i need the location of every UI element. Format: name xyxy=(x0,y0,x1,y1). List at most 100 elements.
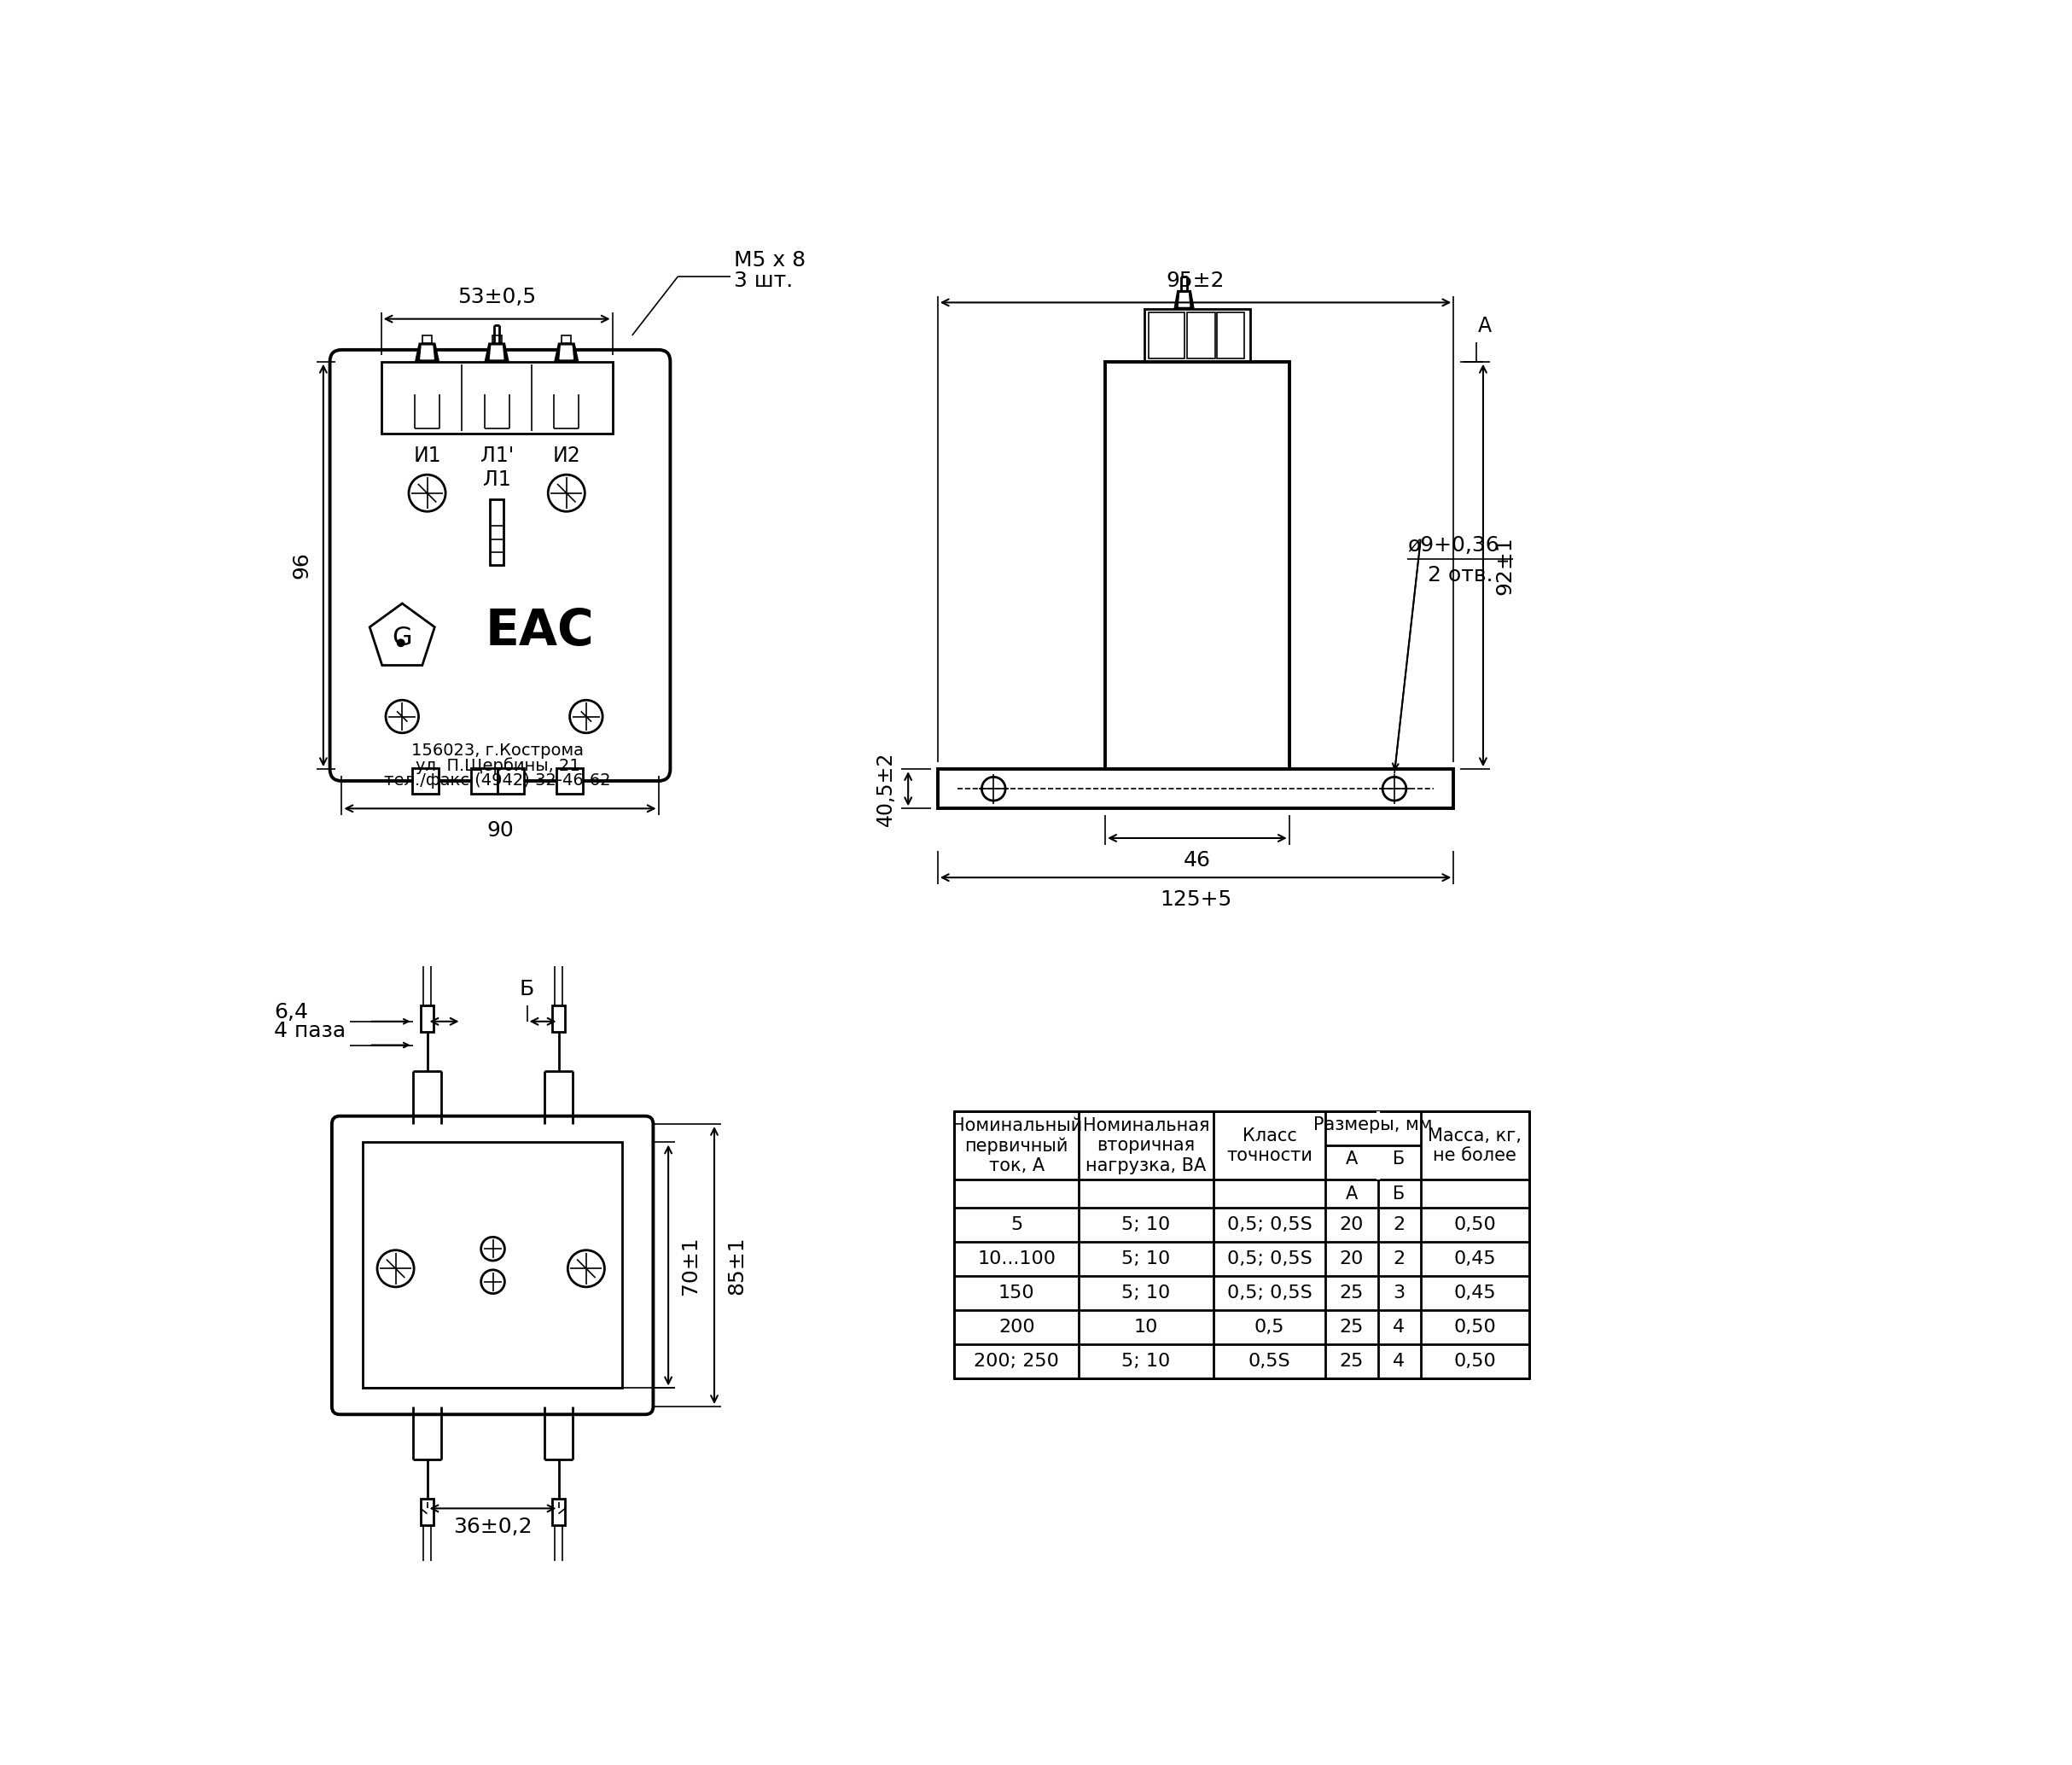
Text: 4: 4 xyxy=(1392,1318,1405,1336)
Text: 5; 10: 5; 10 xyxy=(1121,1216,1171,1234)
Text: 2 отв.: 2 отв. xyxy=(1428,565,1492,586)
Text: 53±0,5: 53±0,5 xyxy=(458,286,537,307)
Circle shape xyxy=(1382,777,1407,801)
Bar xyxy=(1216,312,1245,358)
Circle shape xyxy=(377,1250,414,1287)
Text: G: G xyxy=(392,625,412,650)
Text: 0,5; 0,5S: 0,5; 0,5S xyxy=(1227,1250,1312,1267)
Text: 125+5: 125+5 xyxy=(1160,890,1231,909)
Circle shape xyxy=(568,1250,605,1287)
Text: 0,5; 0,5S: 0,5; 0,5S xyxy=(1227,1285,1312,1301)
Bar xyxy=(381,362,613,434)
Text: 20: 20 xyxy=(1341,1216,1363,1234)
Bar xyxy=(1148,312,1185,358)
Text: 4 паза: 4 паза xyxy=(274,1020,346,1041)
Text: 25: 25 xyxy=(1341,1285,1363,1301)
Text: 85±1: 85±1 xyxy=(725,1236,746,1294)
Text: 4: 4 xyxy=(1392,1352,1405,1370)
Text: 0,45: 0,45 xyxy=(1452,1285,1496,1301)
Text: 0,5: 0,5 xyxy=(1254,1318,1285,1336)
Bar xyxy=(493,335,501,342)
Text: 5; 10: 5; 10 xyxy=(1121,1352,1171,1370)
FancyBboxPatch shape xyxy=(329,349,669,780)
Polygon shape xyxy=(414,342,439,362)
Polygon shape xyxy=(491,346,503,358)
Bar xyxy=(551,1498,566,1525)
Text: Б: Б xyxy=(520,978,535,999)
Polygon shape xyxy=(559,346,574,358)
Text: 150: 150 xyxy=(999,1285,1034,1301)
Text: 0,45: 0,45 xyxy=(1452,1250,1496,1267)
Text: 156023, г.Кострома: 156023, г.Кострома xyxy=(410,743,584,759)
Polygon shape xyxy=(1179,293,1189,307)
Text: 40,5±2: 40,5±2 xyxy=(876,752,897,826)
Text: 10: 10 xyxy=(1133,1318,1158,1336)
Bar xyxy=(491,499,503,565)
Bar xyxy=(562,335,572,342)
Bar xyxy=(1104,362,1289,770)
Polygon shape xyxy=(1175,291,1193,309)
Text: 25: 25 xyxy=(1341,1318,1363,1336)
Circle shape xyxy=(570,701,603,732)
Bar xyxy=(939,770,1455,808)
Text: Масса, кг,
не более: Масса, кг, не более xyxy=(1428,1128,1521,1165)
Text: 0,50: 0,50 xyxy=(1452,1352,1496,1370)
Text: 5; 10: 5; 10 xyxy=(1121,1285,1171,1301)
Circle shape xyxy=(398,639,404,646)
Text: ЕАС: ЕАС xyxy=(485,607,595,655)
Text: 46: 46 xyxy=(1183,851,1210,870)
Circle shape xyxy=(408,475,445,512)
Text: 90: 90 xyxy=(487,821,514,840)
Bar xyxy=(470,768,497,794)
Polygon shape xyxy=(485,342,508,362)
Text: Класс
точности: Класс точности xyxy=(1227,1128,1312,1165)
Text: 3: 3 xyxy=(1392,1285,1405,1301)
Text: 6,4: 6,4 xyxy=(274,1003,309,1022)
Text: 36±0,2: 36±0,2 xyxy=(454,1516,533,1537)
Text: Б: Б xyxy=(1392,1151,1405,1168)
Bar xyxy=(363,1142,622,1387)
Text: 0,50: 0,50 xyxy=(1452,1318,1496,1336)
Circle shape xyxy=(385,701,419,732)
Text: М5 х 8: М5 х 8 xyxy=(733,251,806,272)
Circle shape xyxy=(549,475,584,512)
Text: Л1': Л1' xyxy=(481,447,514,466)
Text: 25: 25 xyxy=(1341,1352,1363,1370)
Circle shape xyxy=(481,1237,506,1260)
Text: И1: И1 xyxy=(412,447,441,466)
Text: 5; 10: 5; 10 xyxy=(1121,1250,1171,1267)
Bar xyxy=(1144,309,1249,362)
Circle shape xyxy=(481,1269,506,1294)
Text: А: А xyxy=(1477,316,1492,337)
Text: 96: 96 xyxy=(290,552,311,579)
Text: Номинальный
первичный
ток, А: Номинальный первичный ток, А xyxy=(951,1117,1082,1174)
Text: 2: 2 xyxy=(1392,1250,1405,1267)
Text: 3 шт.: 3 шт. xyxy=(733,270,794,291)
Text: А: А xyxy=(1345,1151,1357,1168)
Bar xyxy=(497,768,524,794)
Text: ø9+0,36: ø9+0,36 xyxy=(1407,535,1500,556)
Bar xyxy=(423,335,431,342)
Text: Л1: Л1 xyxy=(483,469,512,491)
Text: 0,50: 0,50 xyxy=(1452,1216,1496,1234)
FancyBboxPatch shape xyxy=(332,1115,653,1414)
Text: А: А xyxy=(1345,1184,1357,1202)
Polygon shape xyxy=(421,346,433,358)
Text: 2: 2 xyxy=(1392,1216,1405,1234)
Text: 200: 200 xyxy=(999,1318,1034,1336)
Bar xyxy=(953,1110,1529,1378)
Text: 0,5; 0,5S: 0,5; 0,5S xyxy=(1227,1216,1312,1234)
Text: 0,5S: 0,5S xyxy=(1247,1352,1291,1370)
Text: 10...100: 10...100 xyxy=(978,1250,1057,1267)
Text: 70±1: 70±1 xyxy=(680,1236,700,1294)
Text: 92±1: 92±1 xyxy=(1494,537,1515,595)
Bar xyxy=(551,1006,566,1033)
Bar xyxy=(412,768,439,794)
Text: тел./факс (4942) 32-46-62: тел./факс (4942) 32-46-62 xyxy=(383,773,611,789)
Text: 5: 5 xyxy=(1011,1216,1024,1234)
Text: 200; 250: 200; 250 xyxy=(974,1352,1059,1370)
Bar xyxy=(421,1006,433,1033)
Circle shape xyxy=(982,777,1005,801)
Text: Б: Б xyxy=(1392,1184,1405,1202)
Bar xyxy=(1187,312,1214,358)
